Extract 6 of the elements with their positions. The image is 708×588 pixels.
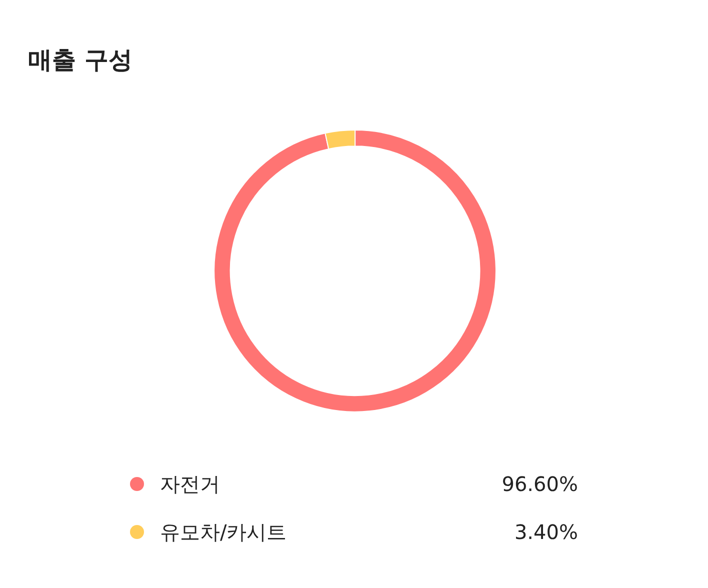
chart-title: 매출 구성 <box>28 45 132 76</box>
donut-slice <box>214 129 496 412</box>
data-label: 3.40% <box>514 520 578 544</box>
legend-label: 유모차/카시트 <box>160 518 288 546</box>
data-label: 96.60% <box>502 472 578 496</box>
legend-label: 자전거 <box>160 470 221 498</box>
